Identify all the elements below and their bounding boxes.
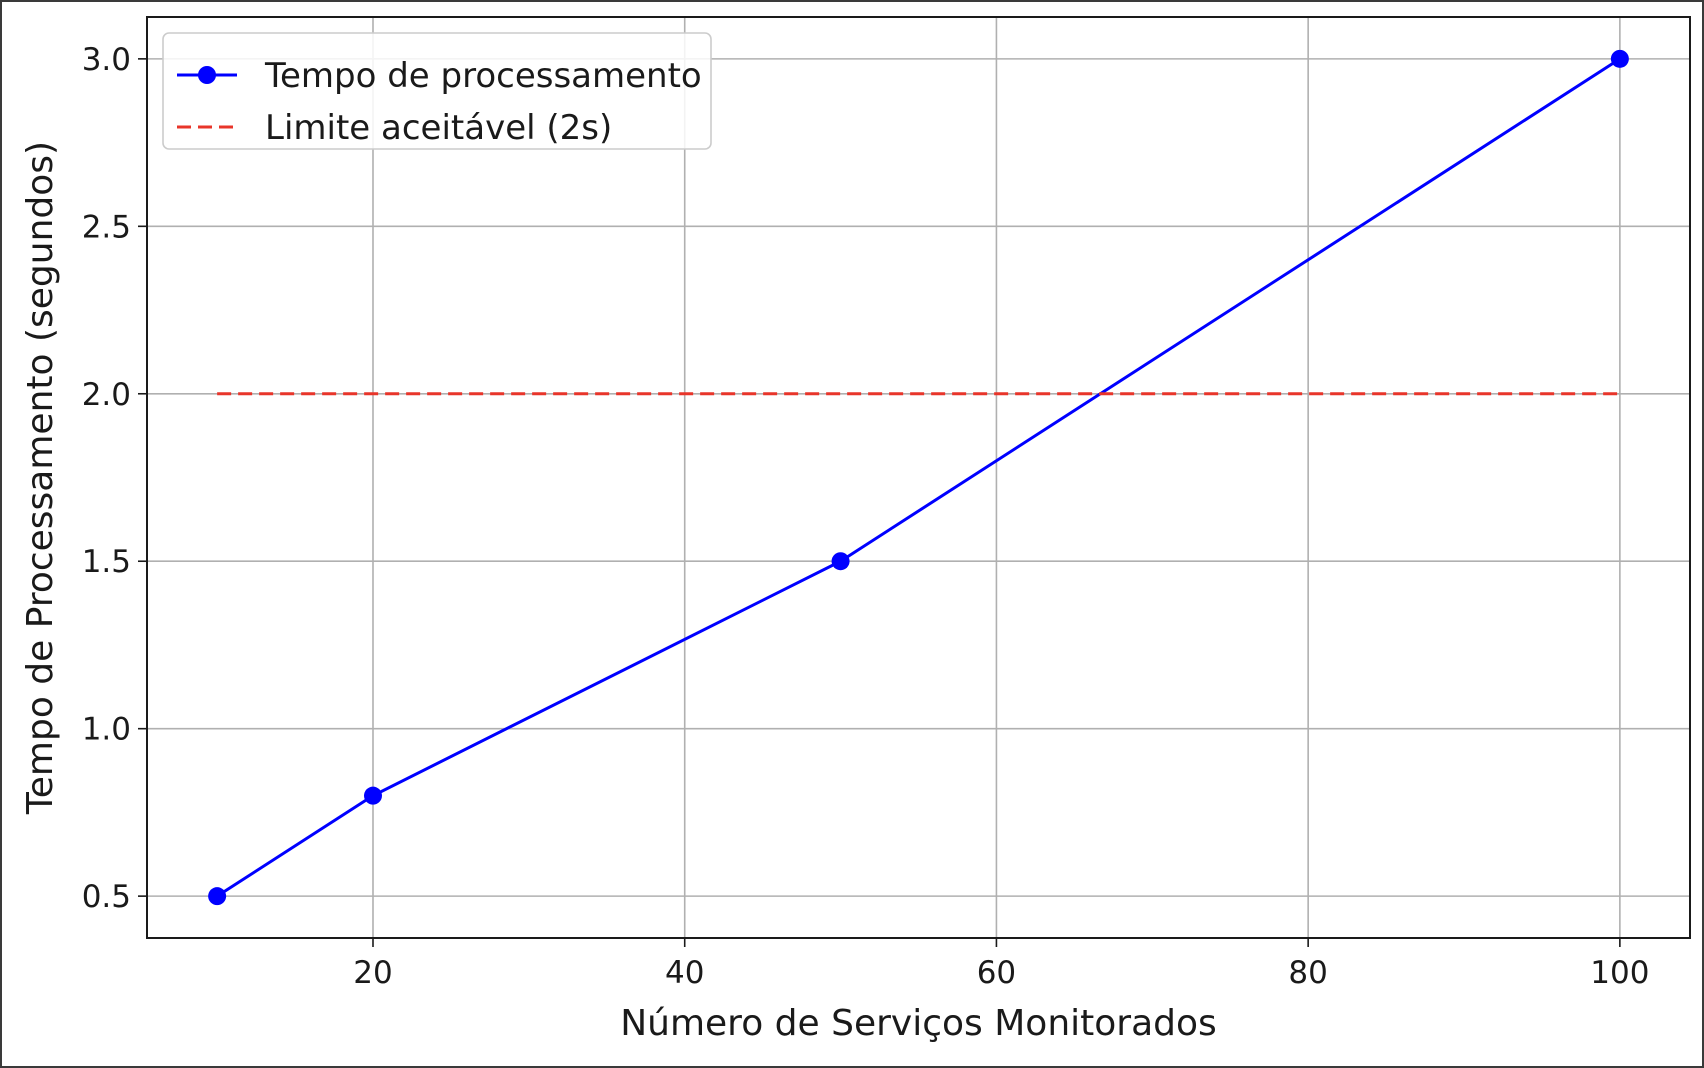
data-point — [831, 552, 850, 571]
legend-label-0: Tempo de processamento — [264, 56, 702, 96]
y-tick-label: 0.5 — [82, 879, 131, 915]
x-tick-label: 60 — [977, 955, 1016, 991]
series-line-0 — [216, 57, 1621, 898]
axes: 20 40 60 80 100 0.5 1.0 1.5 2.0 2.5 3.0 Número de S… — [20, 16, 1691, 1044]
series-layer — [208, 49, 1629, 906]
x-tick-label: 100 — [1590, 955, 1649, 991]
legend-label-1: Limite aceitável (2s) — [265, 108, 612, 148]
y-tick-label: 3.0 — [82, 42, 131, 78]
y-tick-label: 2.5 — [82, 209, 131, 245]
x-tick-label: 80 — [1288, 955, 1327, 991]
data-point — [208, 887, 227, 906]
data-point — [1610, 49, 1629, 68]
plot-frame — [146, 16, 1691, 939]
legend-box — [162, 32, 712, 150]
y-tick-label: 2.0 — [82, 377, 131, 413]
x-tick-label: 20 — [353, 955, 392, 991]
data-point — [363, 786, 382, 805]
y-axis-label: Tempo de Processamento (segundos) — [20, 141, 61, 815]
y-tick-label: 1.5 — [82, 544, 131, 580]
x-axis-label: Número de Serviços Monitorados — [620, 1003, 1217, 1044]
x-tick-label: 40 — [665, 955, 704, 991]
legend: Tempo de processamento Limite aceitável (… — [162, 32, 712, 150]
legend-marker-0 — [198, 66, 216, 84]
y-tick-label: 1.0 — [82, 712, 131, 748]
